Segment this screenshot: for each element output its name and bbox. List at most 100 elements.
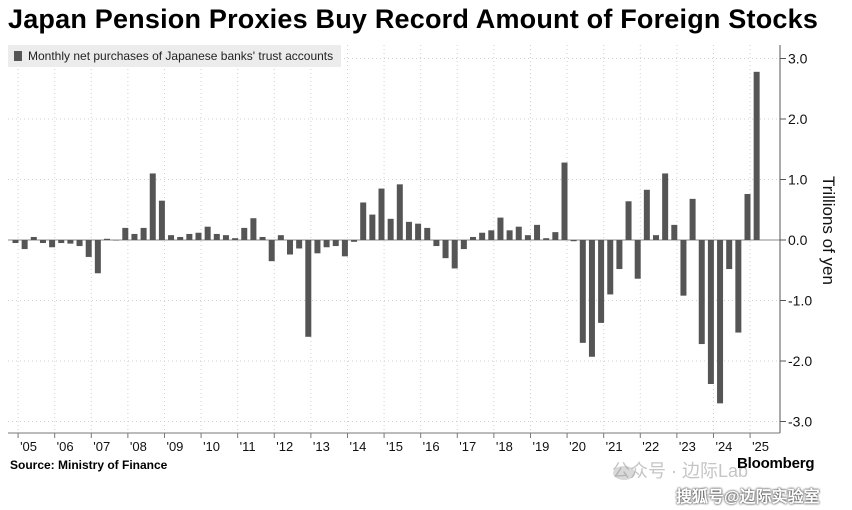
y-tick-label: -3.0: [788, 414, 812, 430]
bar: [680, 240, 687, 296]
bar: [470, 236, 476, 240]
bar: [204, 226, 211, 240]
x-tick-label: '16: [423, 439, 440, 454]
y-axis-label: Trillions of yen: [819, 176, 838, 285]
legend-swatch: [14, 51, 22, 61]
bar: [49, 240, 56, 248]
bar: [39, 240, 46, 244]
bar: [369, 214, 376, 240]
bar: [433, 240, 440, 247]
x-tick-label: '12: [276, 439, 293, 454]
bar: [287, 240, 293, 255]
bar: [351, 240, 358, 242]
x-tick-label: '06: [57, 439, 74, 454]
bar: [332, 240, 339, 247]
bar: [360, 202, 367, 240]
x-tick-label: '09: [166, 439, 183, 454]
bar: [451, 240, 458, 269]
bar: [524, 235, 531, 240]
watermark-bottom: 搜狐号@边际实验室: [676, 489, 820, 506]
bar: [296, 240, 303, 249]
legend-label: Monthly net purchases of Japanese banks'…: [28, 49, 334, 63]
bar: [497, 217, 504, 240]
bar: [12, 240, 19, 244]
bar: [707, 240, 714, 384]
bar: [268, 240, 275, 262]
bar: [653, 235, 659, 240]
bar: [726, 240, 733, 270]
x-tick-label: '15: [386, 439, 403, 454]
bar: [735, 240, 742, 333]
bar: [67, 240, 74, 244]
bar: [113, 240, 120, 241]
bar: [717, 240, 724, 404]
bar: [387, 218, 394, 240]
bar: [506, 230, 513, 240]
bar: [58, 240, 65, 244]
bar: [149, 173, 156, 240]
x-tick-label: '14: [349, 439, 366, 454]
chart-title: Japan Pension Proxies Buy Record Amount …: [8, 4, 819, 34]
x-tick-label: '18: [496, 439, 513, 454]
bar: [543, 238, 550, 240]
bar: [415, 223, 422, 240]
x-tick-label: '17: [459, 439, 476, 454]
bar: [643, 189, 650, 240]
bar: [598, 240, 605, 323]
bar: [460, 240, 467, 250]
bar: [177, 236, 184, 240]
y-tick-label: -1.0: [788, 293, 812, 309]
y-tick-label: 0.0: [788, 232, 808, 248]
x-tick-label: '23: [679, 439, 696, 454]
legend: Monthly net purchases of Japanese banks'…: [8, 45, 342, 67]
bar: [213, 233, 220, 240]
bar: [241, 227, 248, 240]
bar: [488, 230, 495, 240]
bar: [232, 238, 239, 240]
x-tick-label: '20: [569, 439, 586, 454]
bar: [552, 232, 559, 240]
y-tick-label: -2.0: [788, 353, 812, 369]
x-tick-label: '24: [715, 439, 732, 454]
bar: [305, 240, 312, 337]
bar: [588, 240, 595, 357]
bar: [122, 227, 129, 240]
bar: [662, 173, 669, 240]
x-tick-label: '07: [93, 439, 110, 454]
bar: [634, 240, 641, 279]
bar: [671, 224, 678, 240]
bar: [479, 232, 486, 240]
bar: [607, 240, 614, 295]
bar: [753, 71, 760, 240]
x-tick-label: '08: [130, 439, 147, 454]
y-tick-label: 2.0: [788, 111, 808, 127]
bar: [140, 227, 147, 240]
bar: [698, 240, 705, 345]
bar: [625, 201, 632, 240]
bar: [405, 221, 412, 240]
bar: [579, 240, 586, 343]
bar: [323, 240, 330, 248]
x-tick-label: '21: [606, 439, 623, 454]
watermark-logo-icon: [613, 466, 635, 480]
bar: [534, 224, 541, 240]
bar: [396, 184, 403, 240]
y-tick-label: 1.0: [788, 172, 808, 188]
bar: [341, 240, 348, 257]
bar: [76, 240, 83, 247]
bar: [515, 226, 522, 240]
x-tick-label: '25: [752, 439, 769, 454]
x-tick-label: '11: [240, 439, 256, 454]
bar: [561, 162, 568, 240]
bar: [85, 240, 92, 257]
bar: [616, 240, 623, 270]
bar: [259, 236, 266, 240]
bar: [424, 227, 431, 240]
bar: [689, 198, 696, 240]
bar: [94, 240, 101, 274]
bar: [277, 235, 284, 240]
y-tick-label: 3.0: [788, 51, 808, 67]
x-tick-label: '13: [313, 439, 330, 454]
bar: [222, 235, 229, 240]
